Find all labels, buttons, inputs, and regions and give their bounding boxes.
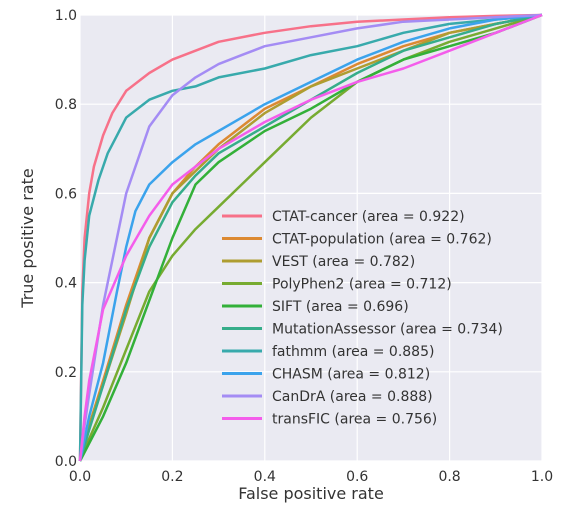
series-line-6 bbox=[78, 13, 543, 462]
y-tick-label: 0.6 bbox=[55, 186, 77, 202]
x-tick-labels: 0.0 0.2 0.4 0.6 0.8 1.0 bbox=[69, 469, 553, 485]
legend-label-3: PolyPhen2 (area = 0.712) bbox=[272, 277, 452, 293]
series-line-5 bbox=[78, 13, 543, 462]
x-tick-label: 0.2 bbox=[161, 469, 183, 485]
series-line-1 bbox=[78, 13, 543, 462]
series-line-4 bbox=[78, 13, 543, 462]
legend-label-6: fathmm (area = 0.885) bbox=[272, 344, 434, 360]
x-tick-label: 0.4 bbox=[254, 469, 276, 485]
series-line-0 bbox=[78, 13, 543, 462]
legend-label-9: transFIC (area = 0.756) bbox=[272, 412, 437, 428]
plot-area bbox=[80, 15, 542, 461]
legend-label-0: CTAT-cancer (area = 0.922) bbox=[272, 209, 465, 225]
y-tick-label: 0.0 bbox=[55, 454, 77, 470]
legend-label-2: VEST (area = 0.782) bbox=[272, 254, 415, 270]
x-tick-label: 0.0 bbox=[69, 469, 91, 485]
x-tick-label: 0.8 bbox=[438, 469, 460, 485]
series-lines bbox=[78, 13, 543, 462]
legend-label-7: CHASM (area = 0.812) bbox=[272, 367, 430, 383]
series-line-3 bbox=[78, 13, 543, 462]
legend-label-4: SIFT (area = 0.696) bbox=[272, 299, 409, 315]
x-axis-label: False positive rate bbox=[238, 484, 384, 503]
x-tick-label: 1.0 bbox=[531, 469, 553, 485]
legend-label-5: MutationAssessor (area = 0.734) bbox=[272, 322, 503, 338]
series-line-9 bbox=[78, 13, 543, 462]
y-tick-label: 1.0 bbox=[55, 8, 77, 24]
x-tick-label: 0.6 bbox=[346, 469, 368, 485]
y-axis-label: True positive rate bbox=[18, 168, 37, 308]
y-tick-labels: 0.0 0.2 0.4 0.6 0.8 1.0 bbox=[55, 8, 77, 470]
legend-label-8: CanDrA (area = 0.888) bbox=[272, 389, 433, 405]
legend: CTAT-cancer (area = 0.922) CTAT-populatio… bbox=[222, 209, 503, 428]
legend-label-1: CTAT-population (area = 0.762) bbox=[272, 232, 492, 248]
y-tick-label: 0.8 bbox=[55, 97, 77, 113]
y-tick-label: 0.4 bbox=[55, 276, 77, 292]
y-tick-label: 0.2 bbox=[55, 365, 77, 381]
series-line-7 bbox=[78, 13, 543, 462]
